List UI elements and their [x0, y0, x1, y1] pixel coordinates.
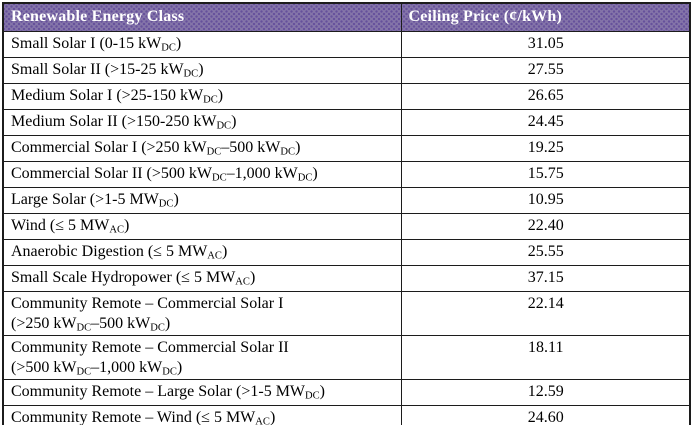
energy-class-cell: Small Scale Hydropower (≤ 5 MWAC)	[2, 265, 402, 292]
table-row: Commercial Solar I (>250 kWDC–500 kWDC) …	[2, 135, 691, 162]
ceiling-price-cell: 15.75	[400, 161, 691, 188]
ceiling-price-cell: 22.40	[400, 213, 691, 240]
energy-class-cell: Community Remote – Large Solar (>1-5 MWD…	[2, 379, 402, 406]
column-header-ceiling-price: Ceiling Price (¢/kWh)	[400, 2, 691, 32]
energy-class-cell: Wind (≤ 5 MWAC)	[2, 213, 402, 240]
energy-class-cell: Medium Solar II (>150-250 kWDC)	[2, 109, 402, 136]
ceiling-price-cell: 37.15	[400, 265, 691, 292]
ceiling-price-cell: 24.60	[400, 405, 691, 425]
ceiling-price-cell: 12.59	[400, 379, 691, 406]
energy-class-cell: Community Remote – Wind (≤ 5 MWAC)	[2, 405, 402, 425]
energy-class-cell: Commercial Solar II (>500 kWDC–1,000 kWD…	[2, 161, 402, 188]
table-row: Medium Solar I (>25-150 kWDC) 26.65	[2, 83, 691, 110]
ceiling-price-cell: 26.65	[400, 83, 691, 110]
ceiling-price-cell: 18.11	[400, 335, 691, 380]
table-row: Medium Solar II (>150-250 kWDC) 24.45	[2, 109, 691, 136]
ceiling-price-cell: 10.95	[400, 187, 691, 214]
ceiling-price-cell: 22.14	[400, 291, 691, 336]
table-row: Small Solar I (0-15 kWDC) 31.05	[2, 31, 691, 58]
ceiling-price-cell: 31.05	[400, 31, 691, 58]
energy-class-cell: Commercial Solar I (>250 kWDC–500 kWDC)	[2, 135, 402, 162]
table-row: Community Remote – Wind (≤ 5 MWAC) 24.60	[2, 405, 691, 425]
ceiling-price-cell: 25.55	[400, 239, 691, 266]
table-row: Community Remote – Commercial Solar II (>…	[2, 335, 691, 380]
table-row: Wind (≤ 5 MWAC) 22.40	[2, 213, 691, 240]
energy-class-cell: Anaerobic Digestion (≤ 5 MWAC)	[2, 239, 402, 266]
energy-class-cell: Small Solar II (>15-25 kWDC)	[2, 57, 402, 84]
table-row: Small Solar II (>15-25 kWDC) 27.55	[2, 57, 691, 84]
energy-class-cell: Community Remote – Commercial Solar I (>2…	[2, 291, 402, 336]
energy-class-cell: Large Solar (>1-5 MWDC)	[2, 187, 402, 214]
column-header-renewable-energy-class: Renewable Energy Class	[2, 2, 402, 32]
ceiling-price-cell: 19.25	[400, 135, 691, 162]
table-row: Community Remote – Commercial Solar I (>2…	[2, 291, 691, 336]
ceiling-price-cell: 27.55	[400, 57, 691, 84]
table-row: Anaerobic Digestion (≤ 5 MWAC) 25.55	[2, 239, 691, 266]
energy-class-cell: Community Remote – Commercial Solar II (>…	[2, 335, 402, 380]
table-header-row: Renewable Energy Class Ceiling Price (¢/…	[2, 2, 691, 32]
table-row: Community Remote – Large Solar (>1-5 MWD…	[2, 379, 691, 406]
energy-class-cell: Medium Solar I (>25-150 kWDC)	[2, 83, 402, 110]
table-body: Small Solar I (0-15 kWDC) 31.05 Small So…	[2, 31, 691, 425]
table-row: Large Solar (>1-5 MWDC) 10.95	[2, 187, 691, 214]
table-row: Commercial Solar II (>500 kWDC–1,000 kWD…	[2, 161, 691, 188]
energy-class-cell: Small Solar I (0-15 kWDC)	[2, 31, 402, 58]
table-row: Small Scale Hydropower (≤ 5 MWAC) 37.15	[2, 265, 691, 292]
ceiling-price-cell: 24.45	[400, 109, 691, 136]
